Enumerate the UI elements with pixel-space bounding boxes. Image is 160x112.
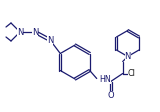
Text: N: N [47, 36, 53, 44]
Text: N: N [17, 28, 23, 37]
Text: O: O [107, 91, 114, 100]
Text: HN: HN [100, 75, 112, 84]
Text: N: N [124, 52, 131, 61]
Text: N: N [32, 28, 38, 37]
Text: N: N [124, 52, 131, 61]
Text: Cl: Cl [128, 69, 136, 78]
